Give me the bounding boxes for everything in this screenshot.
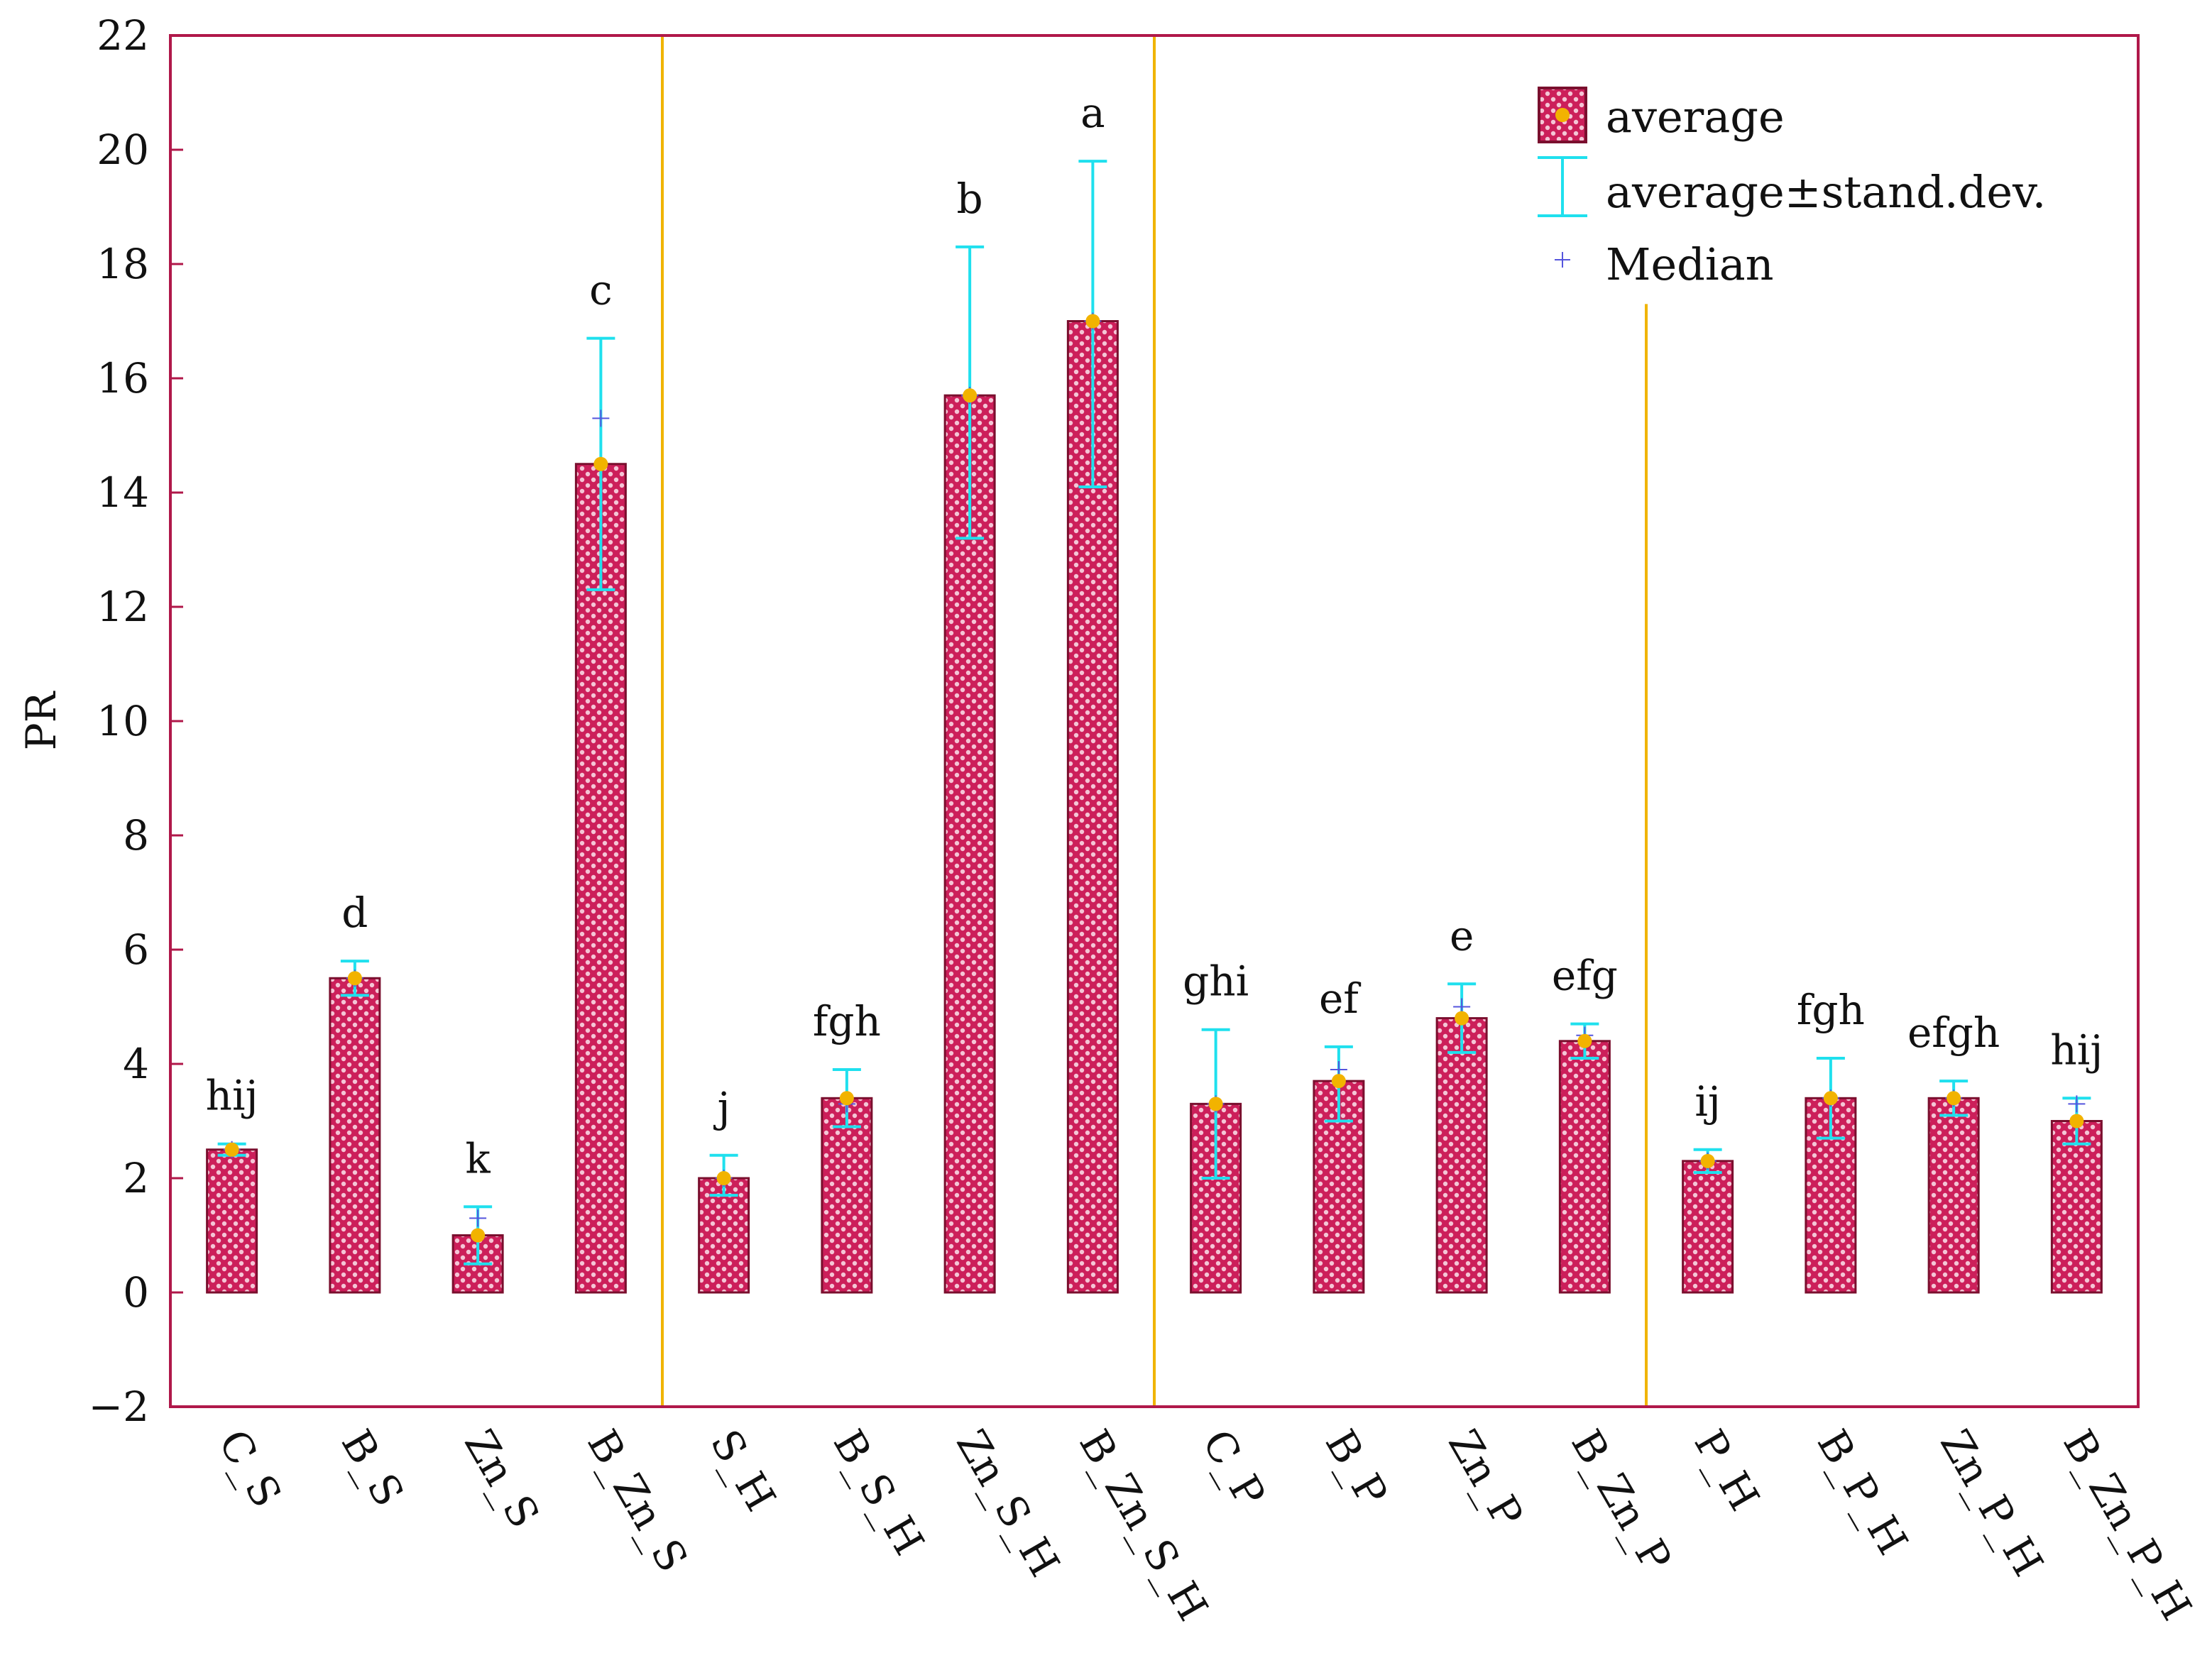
x-tick-label: B_Zn_P [1562,1422,1681,1579]
legend-item-average: average [1538,87,1785,143]
y-tick-label: 16 [97,354,149,402]
bar [1435,1017,1488,1294]
median-marker [592,410,610,427]
y-tick-label: 8 [123,811,149,860]
bar [206,1148,258,1294]
x-tick-label: C_P [1193,1422,1275,1515]
x-tick-label: B_S_H [824,1422,933,1563]
x-tick-label: Zn_S [455,1422,549,1536]
bar [2050,1120,2103,1294]
significance-letter: a [1080,89,1105,137]
significance-letter: k [466,1134,491,1182]
error-bar-icon [1538,156,1587,217]
bar [1066,320,1119,1294]
x-tick-label: P_H [1685,1422,1769,1519]
average-dot [1577,1033,1592,1048]
legend-label-median: Median [1606,238,1774,290]
x-tick-label: S_H [701,1422,786,1519]
y-tick-label: 20 [97,126,149,174]
bar [943,394,996,1294]
y-tick-label: 4 [123,1040,149,1088]
x-tick-label: B_P [1316,1422,1397,1514]
legend: average average±stand.dev. Median [1538,87,2046,290]
average-dot [1700,1153,1715,1168]
average-dot [1823,1091,1838,1106]
bar [1682,1160,1734,1294]
significance-letter: hij [206,1072,258,1120]
average-dot [1455,1011,1469,1026]
legend-label-average: average [1606,91,1785,143]
bar [698,1177,750,1294]
x-tick-label: B_Zn_S [578,1422,697,1580]
x-tick-label: B_S [332,1422,414,1514]
average-dot [1331,1074,1346,1089]
bar [821,1097,873,1294]
x-tick-label: B_Zn_S_H [1070,1422,1217,1629]
y-tick-label: 6 [123,926,149,974]
bar [1927,1097,1980,1294]
y-axis-label: PR [17,690,65,750]
y-tick-label: 18 [97,240,149,288]
average-dot [471,1228,486,1243]
average-dot [1208,1097,1223,1111]
x-tick-label: C_S [209,1422,291,1515]
y-tick-label: 22 [97,11,149,60]
significance-letter: fgh [813,997,881,1045]
bar [329,977,381,1294]
significance-letter: j [713,1083,730,1131]
significance-letter: c [589,266,612,314]
significance-letter: ghi [1183,957,1249,1006]
y-tick-label: 12 [97,583,149,631]
average-dot [593,456,608,471]
average-dot-icon [1555,108,1570,122]
average-dot [716,1171,731,1185]
average-dot [963,388,978,403]
y-tick-label: −2 [89,1383,150,1431]
significance-letter: fgh [1797,986,1865,1034]
x-tick-label: Zn_S_H [947,1422,1069,1585]
y-tick-label: 0 [123,1268,149,1317]
plot-frame [169,34,2140,1408]
significance-letter: d [341,889,368,937]
average-dot [839,1091,854,1106]
significance-letter: b [957,175,983,223]
median-marker [469,1209,487,1227]
legend-label-stddev: average±stand.dev. [1606,166,2046,218]
average-dot [1085,314,1100,329]
x-tick-label: Zn_P_H [1931,1422,2053,1584]
y-tick-label: 10 [97,697,149,745]
bar [1558,1040,1611,1294]
significance-letter: e [1450,911,1474,960]
significance-letter: hij [2050,1026,2103,1074]
average-dot [347,971,362,986]
average-dot [2069,1114,2084,1128]
average-dot [224,1142,239,1157]
plus-marker-icon [1555,252,1570,268]
x-tick-label: B_Zn_P_H [2054,1422,2201,1628]
significance-letter: efgh [1907,1009,2000,1057]
average-dot [1947,1091,1961,1106]
x-tick-label: B_P_H [1808,1422,1917,1563]
significance-letter: ef [1319,974,1361,1023]
y-tick-label: 14 [97,468,149,517]
y-tick-label: 2 [123,1154,149,1202]
significance-letter: ij [1694,1077,1721,1126]
x-tick-label: Zn_P [1439,1422,1533,1535]
median-marker [2068,1095,2086,1113]
legend-item-median: Median [1555,238,1774,290]
legend-item-stddev: average±stand.dev. [1538,156,2046,218]
significance-letter: efg [1552,952,1618,1000]
